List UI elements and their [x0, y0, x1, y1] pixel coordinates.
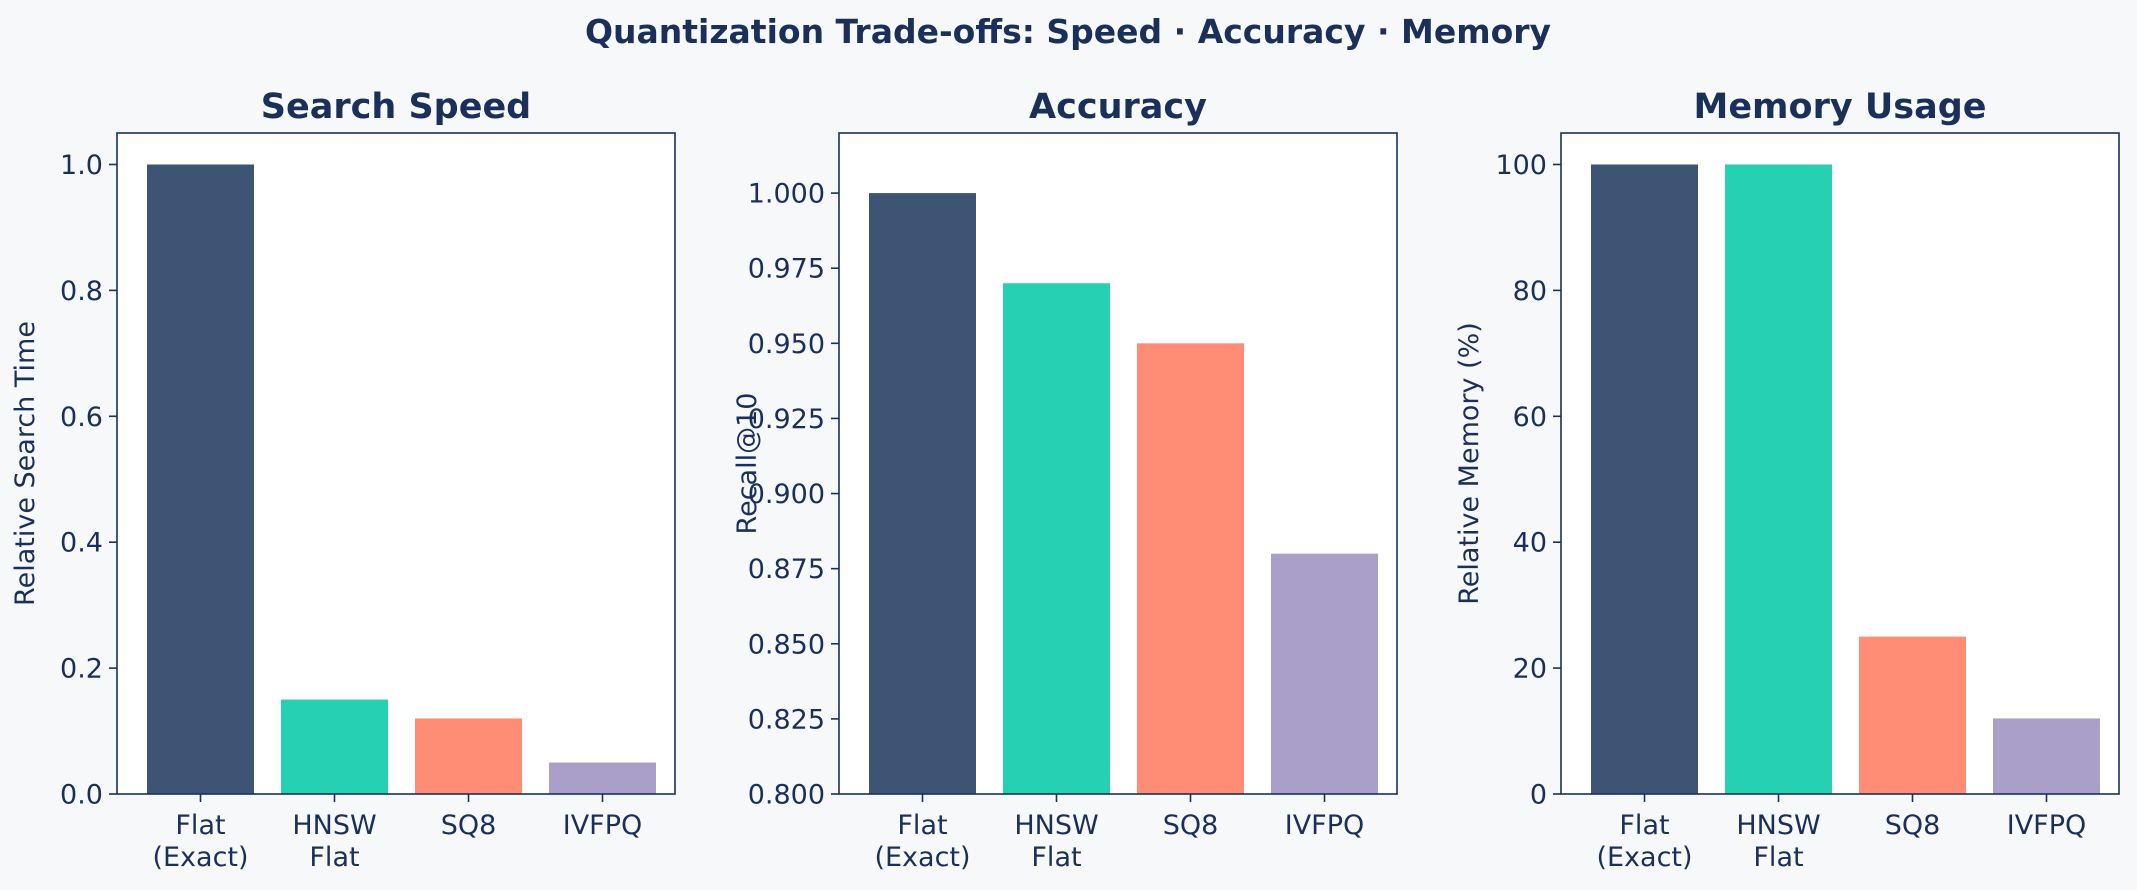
y-tick-label: 1.000	[748, 179, 825, 210]
bar	[281, 699, 388, 794]
x-tick-label: IVFPQ	[2007, 810, 2087, 841]
y-axis-label: Relative Memory (%)	[1454, 322, 1485, 605]
y-tick-label: 0.4	[60, 528, 103, 559]
x-tick-label-line: HNSW	[1736, 810, 1820, 841]
y-tick-label: 0.925	[748, 404, 825, 435]
x-tick-label: IVFPQ	[1285, 810, 1365, 841]
x-tick-label-line: IVFPQ	[563, 810, 643, 841]
x-tick-label-line: Flat	[897, 810, 947, 841]
bar	[1993, 718, 2100, 794]
x-tick-label-line: Flat	[1031, 842, 1081, 873]
y-tick-label: 0.0	[60, 780, 103, 811]
y-tick-label: 0.2	[60, 654, 103, 685]
x-tick-label: Flat (Exact)	[152, 810, 248, 873]
x-tick-label: HNSW Flat	[1736, 810, 1820, 873]
x-tick-label-line: IVFPQ	[2007, 810, 2087, 841]
x-tick-label: Flat (Exact)	[1596, 810, 1692, 873]
y-tick-label: 60	[1513, 402, 1547, 433]
x-tick-label-line: (Exact)	[152, 842, 248, 873]
y-axis-label: Recall@10	[732, 393, 763, 535]
x-tick-label-line: Flat	[309, 842, 359, 873]
x-tick-label-line: (Exact)	[1596, 842, 1692, 873]
x-tick-label-line: HNSW	[292, 810, 376, 841]
y-tick-label: 0.800	[748, 780, 825, 811]
y-tick-label: 0.975	[748, 254, 825, 285]
x-tick-label: SQ8	[441, 810, 497, 841]
chart-panel-2: 0.800 0.825 0.850 0.875 0.900 0.925 0.950 0.975…	[732, 87, 1398, 873]
y-tick-label: 0.950	[748, 329, 825, 360]
y-tick-label: 100	[1495, 150, 1547, 181]
x-tick-label-line: SQ8	[1885, 810, 1941, 841]
y-tick-label: 0.850	[748, 629, 825, 660]
plot-frame	[116, 132, 676, 795]
bar	[1591, 164, 1698, 794]
chart-title: Memory Usage	[1693, 87, 1986, 127]
plot-frame	[1560, 132, 2120, 795]
x-tick-label: IVFPQ	[563, 810, 643, 841]
y-tick-label: 1.0	[60, 150, 103, 181]
y-tick-label: 0	[1530, 780, 1547, 811]
bar	[1137, 343, 1244, 794]
x-tick-label: HNSW Flat	[292, 810, 376, 873]
y-tick-label: 0.875	[748, 554, 825, 585]
x-tick-label-line: SQ8	[441, 810, 497, 841]
figure-title: Quantization Trade-offs: Speed · Accurac…	[585, 12, 1551, 51]
plot-frame	[838, 132, 1398, 795]
x-tick-label-line: (Exact)	[874, 842, 970, 873]
bar	[549, 762, 656, 794]
x-tick-label: Flat (Exact)	[874, 810, 970, 873]
y-tick-label: 20	[1513, 654, 1547, 685]
y-tick-label: 40	[1513, 528, 1547, 559]
x-tick-label: HNSW Flat	[1014, 810, 1098, 873]
y-tick-label: 80	[1513, 276, 1547, 307]
x-tick-label-line: HNSW	[1014, 810, 1098, 841]
x-tick-label-line: Flat	[1619, 810, 1669, 841]
x-tick-label-line: Flat	[1753, 842, 1803, 873]
bar	[415, 718, 522, 794]
x-tick-label-line: IVFPQ	[1285, 810, 1365, 841]
x-tick-label: SQ8	[1885, 810, 1941, 841]
x-tick-label-line: SQ8	[1163, 810, 1219, 841]
y-tick-label: 0.900	[748, 479, 825, 510]
bar	[869, 193, 976, 794]
chart-title: Search Speed	[261, 87, 531, 127]
bar	[1003, 283, 1110, 794]
y-axis-label: Relative Search Time	[10, 321, 41, 606]
y-tick-label: 0.825	[748, 704, 825, 735]
chart-title: Accuracy	[1029, 87, 1207, 127]
x-tick-label: SQ8	[1163, 810, 1219, 841]
bar	[1859, 636, 1966, 794]
bar	[147, 164, 254, 794]
bar	[1271, 553, 1378, 794]
y-tick-label: 0.8	[60, 276, 103, 307]
y-tick-label: 0.6	[60, 402, 103, 433]
x-tick-label-line: Flat	[175, 810, 225, 841]
bar	[1725, 164, 1832, 794]
